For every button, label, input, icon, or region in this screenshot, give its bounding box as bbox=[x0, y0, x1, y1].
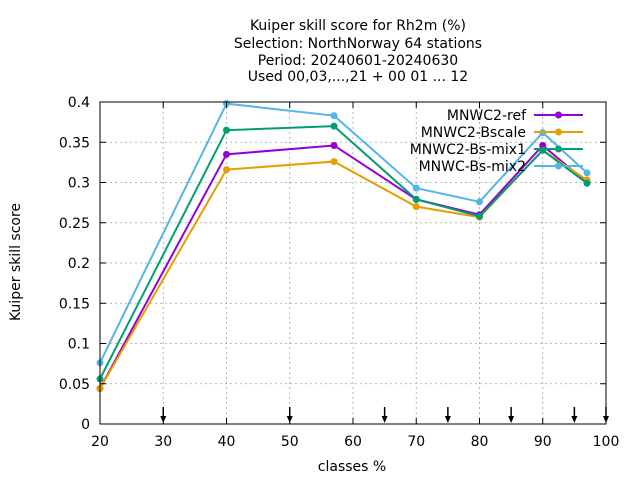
series-MNWC2-Bscale bbox=[96, 146, 591, 393]
legend-item: MNWC-Bs-mix2 bbox=[419, 159, 583, 175]
y-tick-label: 0.35 bbox=[59, 135, 90, 151]
threshold-arrow bbox=[444, 407, 451, 423]
title-line-4: Used 00,03,...,21 + 00 01 ... 12 bbox=[248, 69, 468, 85]
data-point bbox=[412, 184, 420, 192]
axis-ticks: 20 30 40 50 60 70 80 90 100 0 0.05 0.1 0.15 0.2 0.25 0.… bbox=[59, 95, 620, 450]
title-line-1: Kuiper skill score for Rh2m (%) bbox=[250, 18, 466, 34]
threshold-arrow bbox=[381, 407, 388, 423]
legend-marker bbox=[555, 162, 562, 170]
legend-label: MNWC2-Bs-mix1 bbox=[410, 142, 526, 158]
data-point bbox=[330, 112, 338, 120]
x-tick-label: 70 bbox=[407, 434, 425, 450]
data-point bbox=[330, 141, 338, 149]
legend-marker bbox=[555, 128, 562, 136]
legend-item: MNWC2-Bscale bbox=[421, 125, 583, 141]
data-point bbox=[330, 122, 338, 130]
grid bbox=[100, 102, 606, 424]
x-axis-label: classes % bbox=[318, 459, 386, 475]
legend-label: MNWC-Bs-mix2 bbox=[419, 159, 526, 175]
threshold-arrows bbox=[160, 407, 609, 423]
legend: MNWC2-refMNWC2-BscaleMNWC2-Bs-mix1MNWC-B… bbox=[410, 108, 583, 175]
data-point bbox=[539, 141, 547, 149]
threshold-arrow bbox=[508, 407, 515, 423]
x-tick-label: 100 bbox=[593, 434, 620, 450]
y-tick-label: 0.15 bbox=[59, 296, 90, 312]
data-point bbox=[330, 158, 338, 166]
x-tick-label: 80 bbox=[471, 434, 489, 450]
y-tick-label: 0.05 bbox=[59, 377, 90, 393]
title-line-3: Period: 20240601-20240630 bbox=[258, 53, 458, 69]
y-tick-label: 0.2 bbox=[68, 256, 90, 272]
y-tick-label: 0.3 bbox=[68, 176, 90, 192]
legend-item: MNWC2-ref bbox=[447, 108, 583, 124]
series-line bbox=[99, 148, 588, 390]
data-point bbox=[412, 195, 420, 203]
data-point bbox=[539, 146, 547, 154]
x-tick-label: 30 bbox=[154, 434, 172, 450]
legend-marker bbox=[555, 111, 562, 119]
y-tick-label: 0.4 bbox=[68, 95, 90, 111]
y-tick-label: 0 bbox=[81, 417, 90, 433]
data-point bbox=[223, 126, 230, 134]
x-tick-label: 20 bbox=[91, 434, 109, 450]
y-tick-label: 0.25 bbox=[59, 216, 90, 232]
data-point bbox=[583, 179, 591, 187]
data-point bbox=[223, 150, 230, 158]
x-tick-label: 90 bbox=[534, 434, 552, 450]
legend-item: MNWC2-Bs-mix1 bbox=[410, 142, 583, 158]
chart-title: Kuiper skill score for Rh2m (%) Selectio… bbox=[234, 18, 482, 85]
data-point bbox=[583, 169, 591, 177]
y-axis-label: Kuiper skill score bbox=[8, 203, 24, 321]
data-point bbox=[412, 203, 420, 211]
legend-label: MNWC2-Bscale bbox=[421, 125, 526, 141]
x-tick-label: 40 bbox=[218, 434, 236, 450]
data-point bbox=[476, 212, 483, 220]
x-tick-label: 60 bbox=[344, 434, 362, 450]
legend-marker bbox=[555, 145, 562, 153]
data-point bbox=[476, 198, 483, 206]
threshold-arrow bbox=[571, 407, 578, 423]
y-tick-label: 0.1 bbox=[68, 337, 90, 353]
data-point bbox=[223, 166, 230, 174]
x-tick-label: 50 bbox=[281, 434, 299, 450]
title-line-2: Selection: NorthNorway 64 stations bbox=[234, 36, 482, 52]
legend-label: MNWC2-ref bbox=[447, 108, 527, 124]
